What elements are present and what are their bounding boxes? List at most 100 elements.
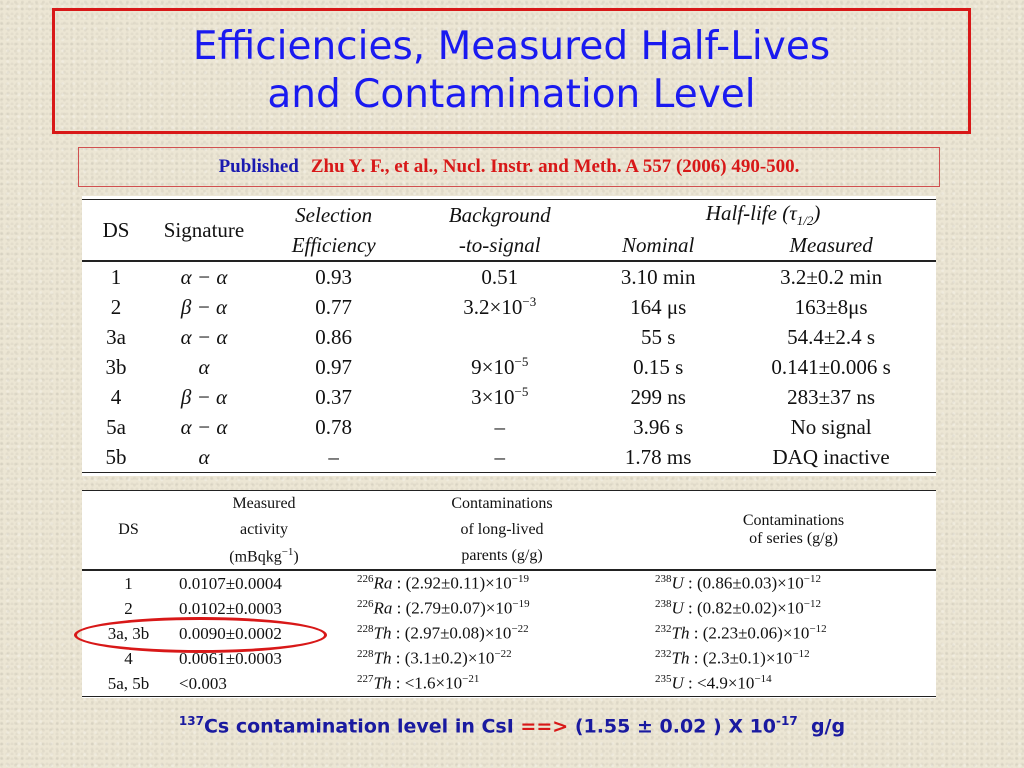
ds-cell: 2 [82,292,150,322]
parent-exponent: −22 [511,623,529,636]
header-half-life: Half-life (τ1/2) [590,200,936,231]
measured-cell-text: 163±8μs [794,294,868,319]
nominal-cell: 299 ns [590,382,726,412]
header-parents-1: Contaminations [451,495,553,512]
header-efficiency: Efficiency [291,232,376,257]
ds-cell-text: 5a, 5b [107,673,150,693]
header-series-2: of series (g/g) [749,530,838,547]
signature-cell-text: α [198,354,210,379]
parents-cell: 226Ra : (2.92±0.11)×10−19 [353,569,651,596]
header-activity-unit-exp: −1 [281,545,294,558]
nominal-cell: 3.96 s [590,412,726,442]
efficiency-table-grid: DS Signature Selection Background Half-l… [82,199,936,473]
parent-exponent: −19 [511,573,529,586]
contamination-row: 4 0.0061±0.0003 228Th : (3.1±0.2)×10−22 232… [82,646,936,671]
header-activity-3: (mBqkg−1) [175,543,353,570]
efficiency-row: 3a α − α 0.86 55 s 54.4±2.4 s [82,322,936,352]
contamination-table: DS Measured Contaminations Contamination… [82,490,936,698]
title-line-1: Efficiencies, Measured Half-Lives [192,24,831,69]
series-cell: 235U : <4.9×10−14 [651,671,936,697]
parent-isotope: 226 [357,573,374,586]
activity-cell-text: 0.0102±0.0003 [179,598,282,618]
background-cell: – [409,442,591,473]
efficiency-cell-text: 0.97 [315,354,353,379]
background-cell: – [409,412,590,442]
measured-cell-text: DAQ inactive [772,444,890,469]
footer-arrow: ==> [520,715,569,738]
efficiency-cell: 0.77 [258,292,409,322]
efficiency-row: 3b α 0.97 9×10−5 0.15 s 0.141±0.006 s [82,352,936,382]
contamination-row: 5a, 5b <0.003 227Th : <1.6×10−21 235U : <4.… [82,671,936,697]
measured-cell-text: 0.141±0.006 s [771,354,891,379]
parent-exponent: −21 [462,673,480,686]
series-cell: 232Th : (2.23±0.06)×10−12 [651,621,936,646]
ds-cell: 5b [82,442,150,473]
background-cell: 0.51 [409,260,591,292]
nominal-cell: 1.78 ms [590,442,727,473]
parent-value: : (2.92±0.11)×10 [392,573,512,593]
header-half-life-close: ) [813,200,821,225]
header-activity-unit: (mBqkg [229,548,282,566]
nominal-cell: 164 μs [590,292,726,322]
measured-cell-text: No signal [790,414,872,439]
footer-text-1: Cs contamination level in CsI [203,715,514,738]
parent-isotope: 228 [357,623,374,636]
background-cell-text: 3×10 [471,385,515,409]
series-element: U [671,673,684,693]
series-value: : <4.9×10 [683,673,755,693]
background-cell: 9×10−5 [409,352,590,382]
header-activity-2: activity [240,521,288,538]
header-series: Contaminations of series (g/g) [651,491,936,571]
efficiency-cell: 0.78 [258,412,409,442]
measured-cell: No signal [726,412,936,442]
ds-cell-text: 5a [106,414,126,439]
ds-cell-text: 1 [124,573,133,593]
header-signature: Signature [163,217,245,242]
parent-element: Ra [373,598,393,618]
efficiency-cell-text: 0.93 [315,264,353,289]
background-exponent: −5 [514,354,529,369]
parent-element: Ra [373,573,393,593]
header-background: Background [448,202,551,227]
series-isotope: 235 [655,673,672,686]
parents-cell: 227Th : <1.6×10−21 [353,671,651,697]
nominal-cell-text: 1.78 ms [624,444,692,469]
series-exponent: −14 [754,673,772,686]
ds-cell-text: 3b [105,354,127,379]
parent-isotope: 228 [357,648,374,661]
activity-cell: <0.003 [175,671,353,697]
series-cell: 238U : (0.82±0.02)×10−12 [651,596,936,621]
ds-cell: 2 [82,596,175,621]
signature-cell: β − α [150,382,258,412]
series-value: : (0.86±0.03)×10 [683,573,804,593]
background-exponent: −3 [522,294,537,309]
efficiency-cell-text: – [328,444,339,469]
parent-value: : (2.97±0.08)×10 [391,623,512,643]
ds-cell: 1 [82,569,175,596]
header-nominal: Nominal [622,232,695,257]
nominal-cell-text: 3.96 s [633,414,684,439]
signature-cell: α − α [150,260,258,292]
series-exponent: −12 [809,623,827,636]
background-cell-text: 9×10 [471,355,515,379]
background-cell: 3×10−5 [409,382,590,412]
series-value: : (2.23±0.06)×10 [689,623,810,643]
nominal-cell: 55 s [590,322,726,352]
header-half-life-sub: 1/2 [796,213,814,229]
signature-cell-text: α − α [180,414,228,439]
signature-cell: β − α [150,292,258,322]
series-isotope: 238 [655,598,672,611]
parent-value: : <1.6×10 [391,673,463,693]
series-element: U [671,573,684,593]
publication-label: Published [218,156,299,177]
parent-exponent: −22 [494,648,512,661]
series-value: : (0.82±0.02)×10 [683,598,804,618]
nominal-cell-text: 0.15 s [633,354,684,379]
contamination-table-grid: DS Measured Contaminations Contamination… [82,490,936,697]
background-cell-text: 3.2×10 [463,295,523,319]
efficiency-row: 2 β − α 0.77 3.2×10−3 164 μs 163±8μs [82,292,936,322]
ds-cell: 5a [82,412,150,442]
background-cell-text: – [494,445,505,469]
measured-cell: DAQ inactive [726,442,936,473]
parent-value: : (2.79±0.07)×10 [392,598,513,618]
